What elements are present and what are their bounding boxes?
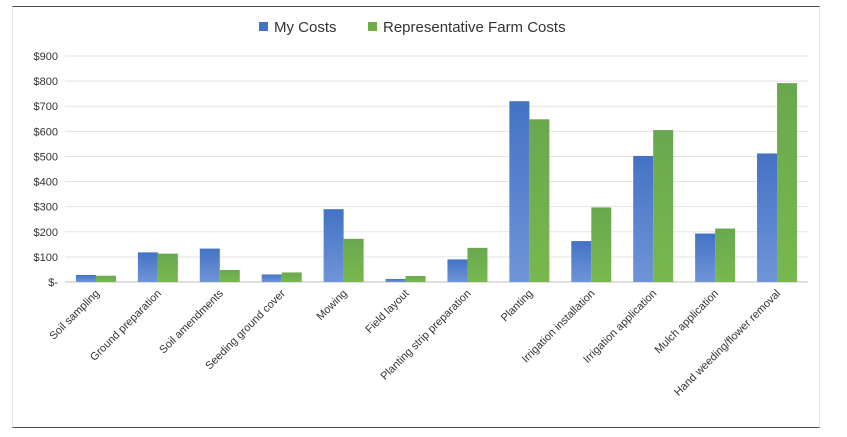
y-tick-label: $800 bbox=[34, 76, 58, 88]
bar-my-costs bbox=[633, 155, 654, 282]
legend-label: My Costs bbox=[274, 19, 337, 36]
y-tick-label: $300 bbox=[34, 202, 58, 214]
bar-representative-farm-costs bbox=[653, 130, 674, 282]
bar-my-costs bbox=[757, 153, 778, 282]
x-tick-label: Mowing bbox=[314, 288, 349, 323]
bar-my-costs bbox=[695, 233, 716, 282]
x-tick-label: Field layout bbox=[363, 288, 411, 336]
bar-my-costs bbox=[137, 252, 158, 282]
y-tick-label: $100 bbox=[34, 252, 58, 264]
gridlines bbox=[65, 55, 808, 283]
bar-representative-farm-costs bbox=[157, 253, 178, 282]
bar-representative-farm-costs bbox=[95, 275, 116, 282]
bar-representative-farm-costs bbox=[715, 228, 736, 282]
y-axis-ticks: $- $100 $200 $300 $400 $500 $600 $700 $800 $900 bbox=[34, 51, 59, 289]
y-tick-label: $- bbox=[48, 277, 58, 289]
y-tick-label: $400 bbox=[34, 177, 58, 189]
x-tick-label: Soil sampling bbox=[47, 288, 102, 343]
bar-my-costs bbox=[447, 259, 468, 282]
y-tick-label: $500 bbox=[34, 151, 58, 163]
bar-my-costs bbox=[385, 278, 406, 282]
bar-representative-farm-costs bbox=[405, 275, 426, 282]
bar-representative-farm-costs bbox=[219, 269, 240, 282]
y-tick-label: $900 bbox=[34, 51, 58, 63]
bar-my-costs bbox=[323, 209, 344, 282]
x-tick-label: Mulch application bbox=[653, 288, 722, 357]
bar-representative-farm-costs bbox=[467, 247, 488, 282]
bars bbox=[75, 83, 798, 283]
legend-swatch bbox=[259, 22, 268, 31]
bar-representative-farm-costs bbox=[343, 238, 364, 282]
bar-representative-farm-costs bbox=[591, 207, 612, 282]
bar-my-costs bbox=[261, 274, 282, 282]
x-tick-label: Soil amendments bbox=[157, 287, 226, 356]
x-tick-label: Ground preparation bbox=[88, 288, 164, 364]
bar-my-costs bbox=[199, 248, 220, 282]
y-tick-label: $200 bbox=[34, 227, 58, 239]
legend-swatch bbox=[368, 22, 377, 31]
bar-representative-farm-costs bbox=[777, 83, 798, 283]
bar-my-costs bbox=[509, 101, 530, 282]
bar-representative-farm-costs bbox=[529, 119, 550, 282]
bar-representative-farm-costs bbox=[281, 272, 302, 282]
legend-label: Representative Farm Costs bbox=[383, 19, 566, 36]
x-tick-label: Planting bbox=[499, 288, 536, 325]
chart-frame bbox=[12, 6, 820, 428]
legend: My Costs Representative Farm Costs bbox=[259, 19, 566, 36]
x-tick-label: Hand weeding/flower removal bbox=[672, 288, 783, 399]
y-tick-label: $600 bbox=[34, 126, 58, 138]
bar-my-costs bbox=[75, 274, 96, 282]
y-tick-label: $700 bbox=[34, 101, 58, 113]
bar-my-costs bbox=[571, 241, 592, 282]
